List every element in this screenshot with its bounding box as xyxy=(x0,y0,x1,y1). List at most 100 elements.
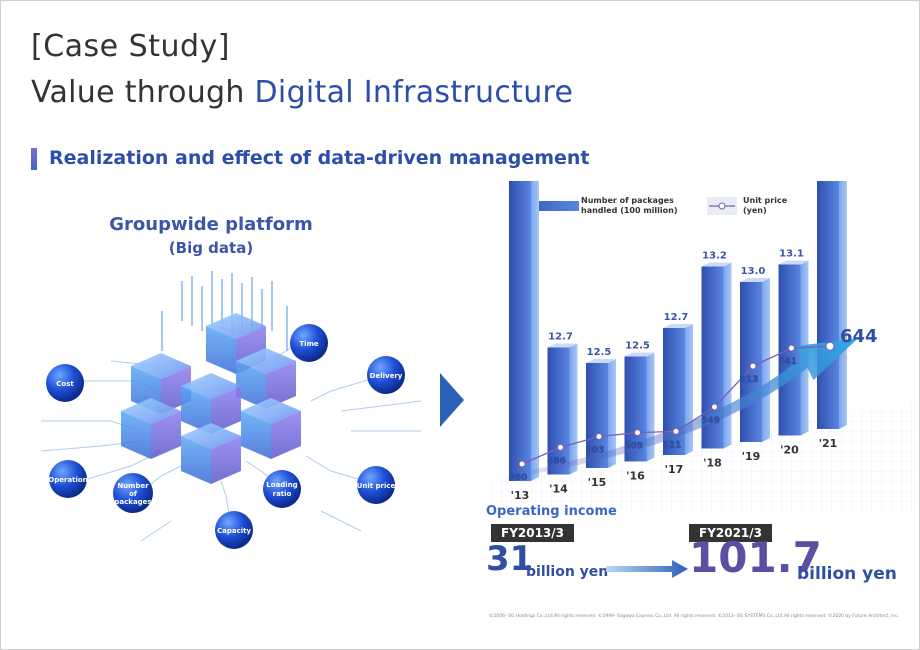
title-prefix: Value through xyxy=(31,75,255,110)
node-delivery-label: Delivery xyxy=(370,372,403,380)
title-accent: Digital Infrastructure xyxy=(254,75,574,110)
legend: Number of packages handled (100 million)… xyxy=(509,196,788,215)
legend-price-label-1: Unit price xyxy=(743,196,788,205)
price-value-label: 509 xyxy=(624,442,643,452)
operating-income-label: Operating income xyxy=(486,504,617,519)
bar-top xyxy=(740,278,770,282)
bar-side xyxy=(646,352,655,462)
bar-value-label: 13.2 xyxy=(702,251,727,262)
node-time-label: Time xyxy=(299,340,318,348)
floor-grid xyxy=(491,401,916,511)
bar-value-label: 12.7 xyxy=(664,312,689,323)
node-operation-label: Operation xyxy=(48,476,87,484)
price-point xyxy=(711,403,718,411)
legend-price-label-2: (yen) xyxy=(743,206,767,215)
price-value-label: 644 xyxy=(840,326,878,347)
node-unit-price-label: Unit price xyxy=(357,482,396,490)
from-unit: billion yen xyxy=(526,564,609,580)
node-packages-label-1: Number xyxy=(117,482,149,490)
income-arrow-icon xyxy=(606,560,688,578)
category-label: '13 xyxy=(511,489,530,502)
price-line-group: 460 486 503 509 511 549 613 641 644 xyxy=(508,326,878,483)
price-value-label: 486 xyxy=(547,456,566,466)
bar-top xyxy=(778,260,809,265)
node-delivery: Delivery xyxy=(367,356,405,394)
bar-side xyxy=(723,262,732,449)
platform-title: Groupwide platform xyxy=(109,214,313,235)
legend-packages-label-2: handled (100 million) xyxy=(581,206,678,215)
price-point xyxy=(672,427,680,435)
from-year-tag: FY2013/3 xyxy=(491,524,575,542)
legend-packages-label-1: Number of packages xyxy=(581,196,674,205)
bar-top xyxy=(586,359,616,363)
bar xyxy=(817,181,839,429)
category-label: '14 xyxy=(549,483,568,496)
bar xyxy=(547,347,570,475)
copyright: ©2006- SG Holdings Co.,Ltd.All rights re… xyxy=(489,614,900,619)
node-cost-label: Cost xyxy=(56,380,74,388)
bar-value-label: 12.5 xyxy=(625,341,650,352)
price-value-label: 613 xyxy=(740,375,759,385)
bar-side xyxy=(569,343,578,475)
price-value-label: 460 xyxy=(509,473,528,483)
bars-group: 14.3'1312.7'1412.5'1512.5'1612.7'1713.2'… xyxy=(509,181,847,502)
to-value: 101.7 xyxy=(689,533,822,582)
bar-top xyxy=(663,324,693,328)
platform-subtitle: (Big data) xyxy=(168,239,254,257)
flow-arrow-icon xyxy=(440,373,464,427)
node-packages-label-2: of xyxy=(129,490,138,498)
category-label: '18 xyxy=(703,457,722,470)
node-packages-label-3: packages xyxy=(114,498,151,506)
price-value-label: 641 xyxy=(778,357,797,367)
bar xyxy=(663,328,685,455)
growth-arrow-icon xyxy=(532,338,858,474)
node-cost: Cost xyxy=(46,364,84,402)
legend-packages-swatch xyxy=(509,201,579,211)
price-value-label: 503 xyxy=(586,445,605,455)
node-number-of-packages: Number of packages xyxy=(113,473,153,513)
bar-top xyxy=(547,343,578,348)
price-point xyxy=(595,432,603,440)
from-value: 31 xyxy=(486,539,534,579)
packages-price-chart: Number of packages handled (100 million)… xyxy=(491,181,916,511)
bar-side xyxy=(685,324,693,455)
bar xyxy=(509,181,531,481)
price-point xyxy=(825,341,835,351)
category-label: '16 xyxy=(626,470,645,483)
legend-price-swatch-dot xyxy=(718,202,726,210)
title-line2: Value through Digital Infrastructure xyxy=(31,75,573,110)
price-point xyxy=(557,443,564,451)
bar xyxy=(740,282,762,442)
subtitle: Realization and effect of data-driven ma… xyxy=(49,147,590,169)
node-unit-price: Unit price xyxy=(357,466,396,504)
price-point xyxy=(518,460,526,468)
bar xyxy=(586,363,608,468)
bar-top xyxy=(624,352,655,357)
to-year-tag: FY2021/3 xyxy=(689,524,773,542)
price-point xyxy=(634,429,641,437)
category-label: '21 xyxy=(819,437,838,450)
bar-value-label: 13.0 xyxy=(741,266,766,277)
category-label: '15 xyxy=(588,476,607,489)
bar-side xyxy=(839,181,847,429)
bar-value-label: 13.1 xyxy=(779,249,804,260)
price-point xyxy=(788,344,795,352)
bar-side xyxy=(531,181,539,481)
to-unit: billion yen xyxy=(797,564,897,584)
bar-value-label: 12.7 xyxy=(548,332,573,343)
category-label: '17 xyxy=(665,463,684,476)
category-label: '20 xyxy=(780,444,799,457)
title-line1: [Case Study] xyxy=(31,29,230,64)
price-value-label: 549 xyxy=(701,416,720,426)
price-point xyxy=(749,362,757,370)
bar-side xyxy=(608,359,616,468)
bar xyxy=(624,356,647,462)
platform-illustration: Time Delivery Cost Operation Number of p… xyxy=(40,271,422,549)
bar-value-label: 12.5 xyxy=(587,347,612,358)
node-capacity: Capacity xyxy=(215,511,253,549)
node-operation: Operation xyxy=(48,460,88,498)
data-particles xyxy=(161,271,288,351)
node-loading-label-1: Loading xyxy=(266,481,297,489)
node-loading-label-2: ratio xyxy=(273,490,292,498)
